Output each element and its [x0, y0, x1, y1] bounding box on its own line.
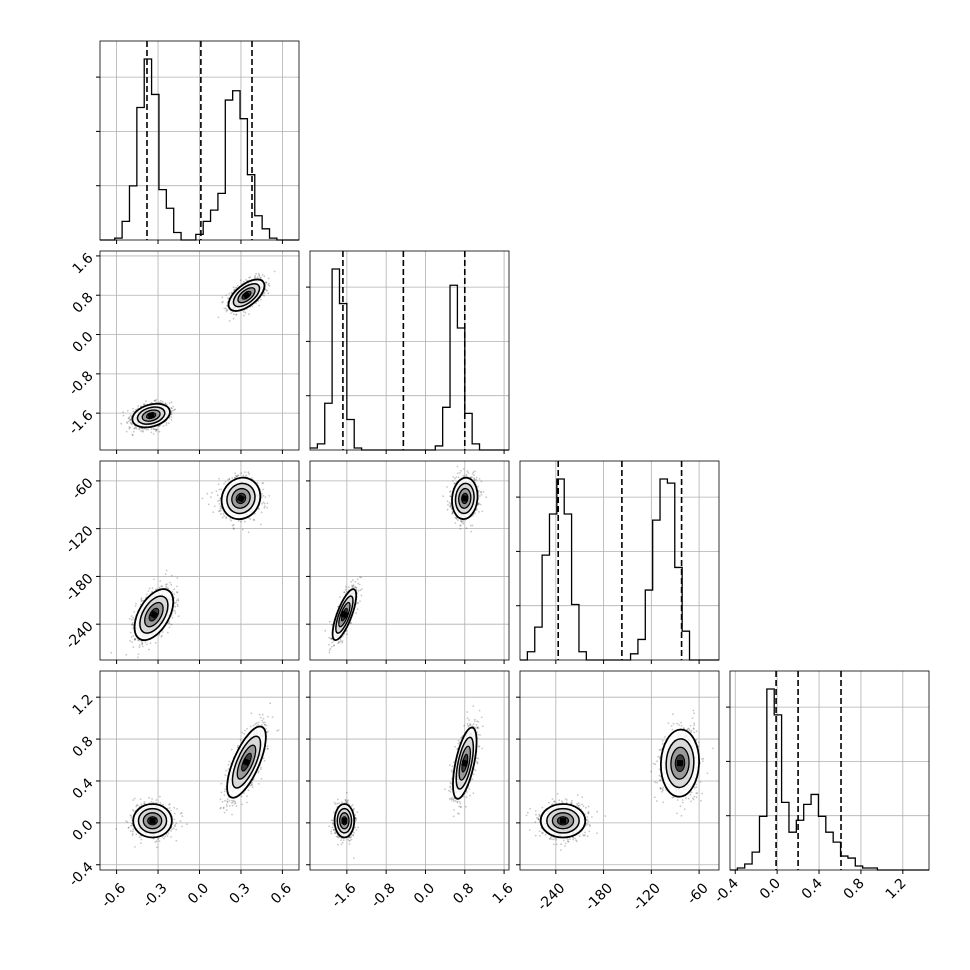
density-peak [341, 817, 348, 824]
y-tick-label: 0.0 [70, 329, 97, 356]
density-contours [451, 476, 479, 521]
x-tick-label: 0.0 [411, 880, 438, 907]
density-contours [331, 588, 358, 641]
x-tick-label: 0.8 [841, 876, 868, 903]
histogram-panel-1 [306, 250, 510, 454]
x-tick-label: -1.6 [329, 880, 360, 911]
x-tick-label: -180 [582, 880, 616, 914]
density-contours [452, 726, 478, 800]
scatter-panel-3-1: -1.6 -0.8 0.0 0.8 1.6 [306, 670, 517, 911]
x-tick-label: 0.0 [757, 876, 784, 903]
x-tick-label: 0.6 [268, 880, 295, 907]
density-contours [539, 803, 587, 839]
histogram-panel-0 [96, 40, 300, 244]
x-tick-label: -60 [684, 880, 711, 907]
density-peak [236, 494, 246, 503]
panel-frame [519, 460, 720, 661]
x-tick-label: 0.4 [799, 875, 826, 902]
density-peak [242, 291, 251, 300]
scatter-panel-1-0: -1.6 -0.8 0.0 0.8 1.6 [66, 250, 300, 454]
scatter-panel-3-2: -240 -180 -120 -60 [516, 670, 720, 914]
density-contours [220, 476, 262, 521]
panels: -0.4 0.0 0.4 0.8 1.2 -1.6 -0.8 0.0 0.8 1.6 -240 -18… [63, 40, 930, 914]
density-peak [676, 760, 684, 767]
y-tick-label: -240 [63, 619, 97, 653]
histogram-panel-3: -0.4 0.0 0.4 0.8 1.2 [711, 670, 930, 906]
panel-frame [519, 670, 720, 871]
x-tick-label: -0.3 [140, 880, 171, 911]
x-tick-label: -120 [630, 880, 664, 914]
density-peak [149, 610, 159, 619]
density-peak [149, 817, 156, 824]
histogram-step-line [520, 478, 719, 661]
y-tick-label: 1.2 [70, 692, 97, 719]
density-contours [132, 803, 173, 839]
panel-frame [309, 250, 510, 451]
y-tick-label: -120 [63, 523, 97, 557]
histogram-step-line [100, 58, 299, 241]
x-tick-label: -0.8 [368, 880, 399, 911]
y-tick-label: 0.8 [70, 733, 97, 760]
x-tick-label: 0.0 [185, 880, 212, 907]
density-contours [333, 803, 356, 839]
x-tick-label: 0.3 [227, 880, 254, 907]
density-peak [461, 495, 469, 502]
density-contours [133, 588, 175, 641]
scatter-panel-2-0: -240 -180 -120 -60 [63, 460, 300, 664]
histogram-step-line [310, 268, 509, 451]
x-tick-label: 1.2 [883, 876, 910, 903]
scatter-panel-3-0: -0.6 -0.3 0.0 0.3 0.6 -0.4 0.0 0.4 0.8 1.2 [66, 670, 300, 911]
y-tick-label: -1.6 [66, 407, 97, 438]
y-tick-label: -0.4 [66, 859, 97, 890]
histogram-panel-2 [516, 460, 720, 664]
density-contours [131, 402, 171, 429]
scatter-panel-2-1 [306, 460, 510, 664]
panel-frame [729, 670, 930, 871]
x-tick-label: -0.6 [99, 880, 130, 911]
x-tick-label: 1.6 [490, 880, 517, 907]
density-contours [227, 278, 266, 312]
y-tick-label: 0.0 [70, 817, 97, 844]
x-tick-label: 0.8 [450, 880, 477, 907]
y-tick-label: -60 [69, 475, 96, 502]
y-tick-label: -0.8 [66, 368, 97, 399]
density-peak [461, 759, 469, 767]
histogram-step-line [730, 688, 929, 871]
y-tick-label: 1.6 [70, 250, 97, 277]
density-peak [147, 411, 155, 420]
x-tick-label: -0.4 [711, 875, 742, 906]
panel-frame [309, 460, 510, 661]
panel-frame [309, 670, 510, 871]
density-contours [226, 725, 267, 799]
density-peak [340, 610, 349, 619]
density-peak [242, 758, 251, 767]
x-tick-label: -240 [535, 880, 569, 914]
y-tick-label: 0.4 [70, 775, 97, 802]
y-tick-label: 0.8 [70, 290, 97, 317]
y-tick-label: -180 [63, 571, 97, 605]
density-contours [659, 728, 701, 798]
density-peak [559, 817, 566, 824]
